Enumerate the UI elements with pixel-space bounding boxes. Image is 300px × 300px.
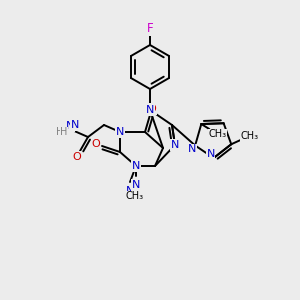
Text: CH₃: CH₃	[127, 193, 145, 203]
Text: CH₃: CH₃	[126, 191, 144, 201]
Text: N: N	[132, 161, 140, 171]
Text: H: H	[60, 127, 68, 137]
Text: N: N	[116, 127, 124, 137]
Text: N: N	[132, 161, 140, 171]
Text: O: O	[73, 152, 81, 162]
Text: N: N	[71, 120, 79, 130]
Text: CH₃: CH₃	[240, 131, 258, 141]
Text: N: N	[171, 140, 179, 150]
Text: O: O	[148, 104, 156, 114]
Text: N: N	[188, 145, 196, 154]
Text: N: N	[116, 127, 124, 137]
Text: CH₃: CH₃	[208, 129, 226, 139]
Text: N: N	[146, 105, 154, 115]
Text: N: N	[132, 180, 140, 190]
Text: N: N	[146, 105, 154, 115]
Text: N: N	[126, 186, 134, 196]
Text: F: F	[147, 22, 153, 35]
Text: N: N	[206, 149, 215, 159]
Text: O: O	[92, 139, 100, 149]
Text: H: H	[56, 127, 64, 137]
Text: N: N	[66, 121, 74, 131]
Text: N: N	[171, 140, 179, 150]
